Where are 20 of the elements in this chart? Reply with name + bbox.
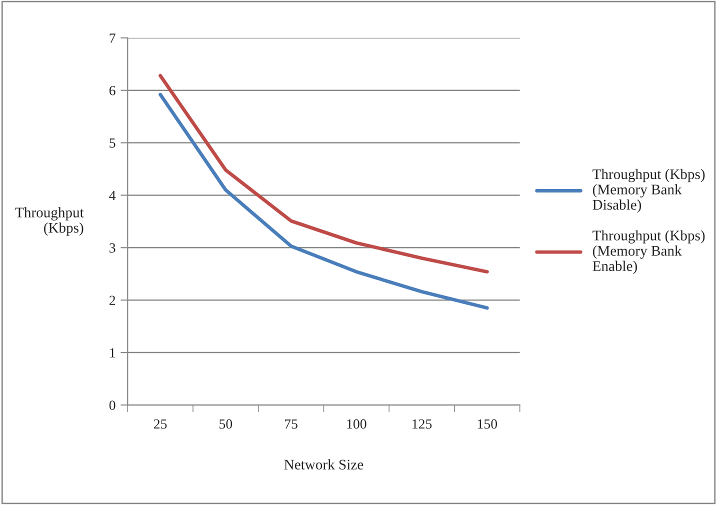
y-axis-title: Throughput (Kbps) (15, 207, 84, 236)
x-tick-label: 50 (220, 419, 232, 429)
y-tick-label: 4 (109, 190, 116, 200)
x-tick-label: 75 (285, 419, 298, 429)
x-tick-label: 100 (347, 419, 366, 429)
x-axis-title: Network Size (284, 459, 364, 470)
y-tick-label: 0 (109, 400, 116, 410)
legend-label: Throughput (Kbps) (Memory Bank Disable) (592, 168, 705, 213)
y-tick-label: 5 (110, 138, 116, 148)
x-tick-label: 150 (478, 419, 498, 429)
y-tick-label: 6 (109, 86, 116, 96)
line-series (158, 92, 489, 310)
legend-label: Throughput (Kbps) (Memory Bank Enable) (592, 230, 705, 274)
x-tick-label: 25 (154, 419, 167, 429)
y-tick-label: 1 (110, 348, 115, 358)
y-tick-label: 2 (109, 296, 116, 305)
y-tick-label: 7 (110, 34, 116, 43)
x-tick-label: 125 (412, 419, 432, 429)
line-series (158, 74, 489, 274)
y-tick-label: 3 (110, 243, 116, 253)
